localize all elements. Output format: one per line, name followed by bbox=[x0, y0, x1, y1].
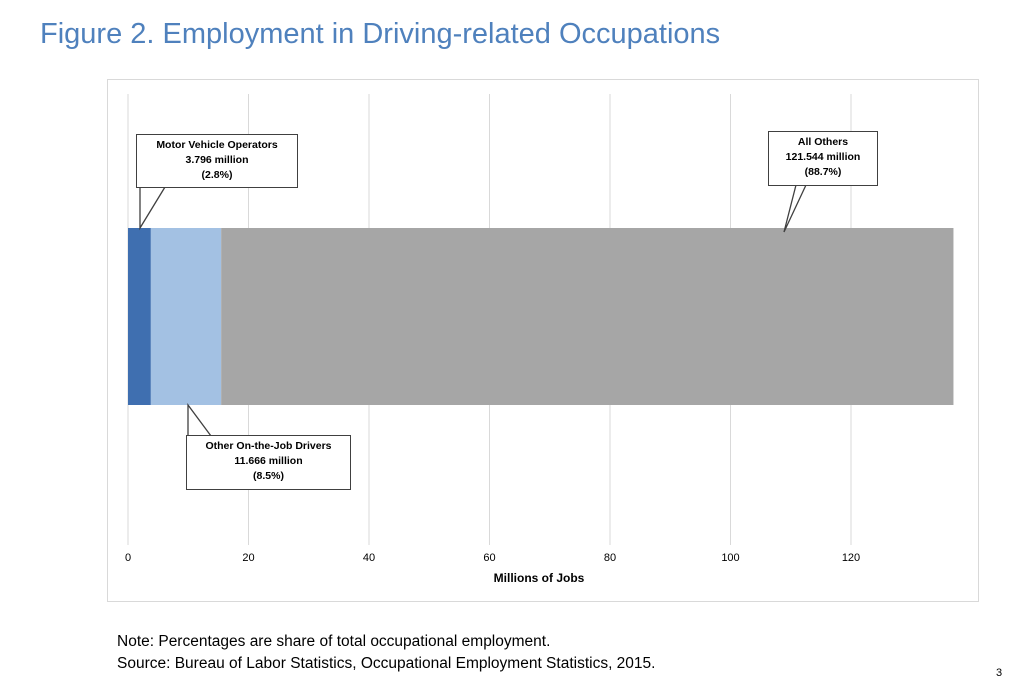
leader-other-on-the-job-drivers bbox=[187, 403, 212, 437]
x-tick-label: 60 bbox=[483, 552, 495, 564]
chart-area bbox=[107, 79, 979, 602]
x-tick-label: 120 bbox=[842, 552, 860, 564]
callout-other-on-the-job-drivers: Other On-the-Job Drivers 11.666 million … bbox=[186, 435, 351, 490]
x-tick-label: 0 bbox=[125, 552, 131, 564]
bar-segment-all-others bbox=[221, 228, 954, 405]
footnote: Note: Percentages are share of total occ… bbox=[117, 633, 551, 650]
callout-value: 3.796 million bbox=[185, 154, 249, 166]
x-tick-label: 100 bbox=[721, 552, 739, 564]
x-tick-label: 40 bbox=[363, 552, 375, 564]
x-axis-title: Millions of Jobs bbox=[494, 571, 585, 585]
callout-percent: (88.7%) bbox=[804, 166, 842, 178]
callout-value: 121.544 million bbox=[785, 151, 861, 163]
callout-percent: (2.8%) bbox=[201, 169, 233, 181]
leader-all-others bbox=[783, 184, 807, 233]
source-note: Source: Bureau of Labor Statistics, Occu… bbox=[117, 655, 656, 672]
callout-percent: (8.5%) bbox=[253, 470, 284, 482]
callout-label: All Others bbox=[797, 136, 849, 148]
callout-value: 11.666 million bbox=[234, 455, 303, 467]
callout-label: Other On-the-Job Drivers bbox=[205, 440, 332, 452]
leader-motor-vehicle-operators bbox=[139, 186, 166, 231]
bar-segment-other-on-the-job-drivers bbox=[150, 228, 222, 405]
callout-all-others: All Others 121.544 million (88.7%) bbox=[768, 131, 878, 186]
page-number: 3 bbox=[996, 667, 1003, 679]
x-tick-label: 20 bbox=[242, 552, 254, 564]
callout-motor-vehicle-operators: Motor Vehicle Operators 3.796 million (2… bbox=[136, 134, 298, 188]
bar-segment-motor-vehicle-operators bbox=[128, 228, 151, 405]
figure-title: Figure 2. Employment in Driving-related … bbox=[40, 18, 721, 50]
x-tick-label: 80 bbox=[604, 552, 616, 564]
callout-label: Motor Vehicle Operators bbox=[156, 139, 278, 151]
